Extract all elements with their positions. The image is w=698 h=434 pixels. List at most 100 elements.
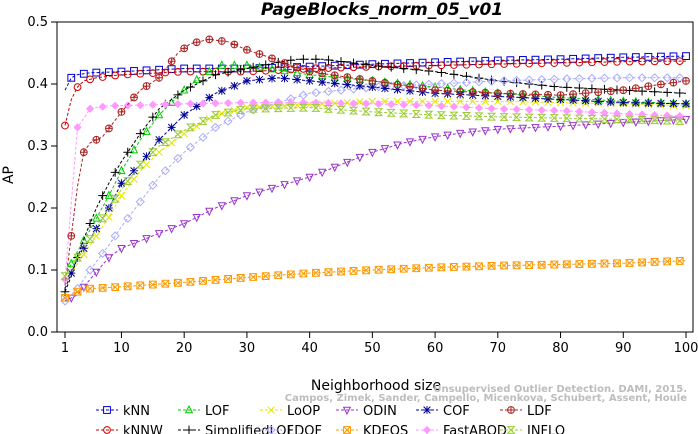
- data-point-kdeos: [525, 261, 534, 269]
- data-point-odin: [656, 117, 666, 126]
- data-point-ldof: [461, 77, 472, 88]
- data-point-odin: [506, 125, 515, 134]
- watermark-line-1: Unsupervised Outlier Detection. DAMI, 20…: [433, 384, 687, 395]
- data-point-loop: [443, 97, 452, 106]
- data-point-odin: [179, 220, 189, 229]
- data-point-ldf: [155, 73, 163, 82]
- data-point-loop: [155, 148, 163, 156]
- data-point-ldf: [594, 88, 603, 96]
- legend-item-cof: COF: [416, 404, 470, 419]
- data-point-knnw: [73, 83, 82, 91]
- data-point-knnw: [575, 58, 584, 67]
- data-point-knnw: [588, 58, 596, 67]
- data-point-inflo: [298, 103, 308, 112]
- data-point-inflo: [60, 272, 70, 281]
- data-point-kdeos: [236, 274, 245, 282]
- data-point-ldof: [587, 73, 597, 84]
- data-point-cof: [619, 98, 628, 107]
- data-point-ldof: [374, 82, 384, 92]
- data-point-inflo: [549, 114, 559, 122]
- data-point-ldf: [443, 87, 452, 95]
- data-point-knn: [443, 58, 452, 66]
- data-point-cof: [255, 75, 264, 84]
- data-point-fastabod: [161, 100, 170, 109]
- data-point-inflo: [662, 116, 672, 125]
- series-line-ldf: [64, 38, 687, 286]
- data-point-knnw: [450, 61, 458, 69]
- data-point-ldf: [355, 75, 364, 83]
- data-point-kdeos: [224, 275, 232, 283]
- data-point-odin: [205, 207, 214, 217]
- data-point-ldof: [135, 197, 145, 207]
- data-point-cof: [243, 77, 251, 85]
- data-point-cof: [180, 111, 189, 119]
- data-point-knnw: [675, 57, 684, 66]
- data-point-lof: [205, 66, 214, 75]
- data-point-knn: [519, 56, 527, 64]
- data-point-lof: [167, 97, 176, 106]
- data-point-inflo: [474, 112, 484, 121]
- data-point-cof: [268, 74, 276, 83]
- data-point-inflo: [650, 116, 660, 125]
- legend: kNN kNNW LOF SimplifiedLOF LoOP LDOF ODIN KDEOS…: [96, 404, 565, 434]
- data-point-knn: [406, 59, 414, 67]
- legend-marker-kdeos: [343, 426, 351, 434]
- data-point-inflo: [236, 106, 246, 114]
- data-point-kdeos: [613, 259, 621, 268]
- legend-marker-lof: [184, 404, 194, 414]
- data-point-kdeos: [487, 261, 496, 270]
- data-point-inflo: [210, 111, 221, 119]
- data-point-knnw: [613, 57, 621, 66]
- data-point-fastabod: [123, 101, 132, 110]
- data-point-loop: [142, 160, 151, 169]
- data-point-ldof: [223, 116, 233, 126]
- x-tick-label: 10: [113, 341, 130, 356]
- legend-label-cof: COF: [443, 404, 470, 419]
- data-point-inflo: [173, 130, 183, 139]
- data-point-ldof: [323, 86, 334, 97]
- data-point-inflo: [537, 113, 547, 122]
- data-point-inflo: [524, 113, 534, 122]
- data-point-simplifiedlof: [449, 69, 459, 79]
- data-point-fastabod: [437, 101, 446, 111]
- data-point-loop: [406, 97, 414, 106]
- data-point-inflo: [148, 148, 158, 157]
- data-point-fastabod: [349, 99, 358, 108]
- data-point-kdeos: [337, 267, 345, 276]
- legend-item-ldf: LDF: [500, 404, 552, 419]
- data-point-kdeos: [299, 269, 308, 278]
- x-axis-label: Neighborhood size: [311, 378, 441, 394]
- data-point-knnw: [324, 64, 333, 72]
- data-point-ldf: [531, 90, 540, 99]
- data-point-ldf: [657, 80, 665, 89]
- x-tick-label: 30: [239, 341, 256, 356]
- series-inflo: [60, 103, 687, 281]
- data-point-kdeos: [312, 268, 320, 277]
- data-point-loop: [318, 100, 326, 108]
- data-point-odin: [430, 133, 440, 142]
- data-point-knnw: [487, 60, 496, 69]
- data-point-fastabod: [186, 99, 195, 108]
- data-point-kdeos: [261, 272, 270, 281]
- data-point-simplifiedlof: [587, 84, 597, 94]
- data-point-ldf: [105, 124, 113, 133]
- data-point-odin: [292, 177, 302, 186]
- data-point-inflo: [574, 114, 584, 123]
- data-point-odin: [154, 230, 164, 239]
- data-point-kdeos: [462, 262, 471, 271]
- data-point-ldf: [305, 67, 314, 76]
- data-point-simplifiedlof: [311, 54, 321, 64]
- data-point-simplifiedlof: [637, 86, 647, 96]
- legend-label-ldof: LDOF: [287, 424, 322, 434]
- data-point-kdeos: [500, 261, 508, 270]
- series-line-loop: [64, 100, 687, 283]
- data-point-ldof: [612, 73, 622, 83]
- data-point-odin: [317, 168, 327, 178]
- data-point-cof: [117, 179, 126, 188]
- data-point-simplifiedlof: [298, 54, 308, 64]
- data-point-lof: [129, 145, 139, 154]
- data-point-knnw: [136, 69, 145, 78]
- data-point-knnw: [525, 59, 534, 68]
- data-point-fastabod: [525, 105, 534, 114]
- data-point-lof: [267, 64, 277, 73]
